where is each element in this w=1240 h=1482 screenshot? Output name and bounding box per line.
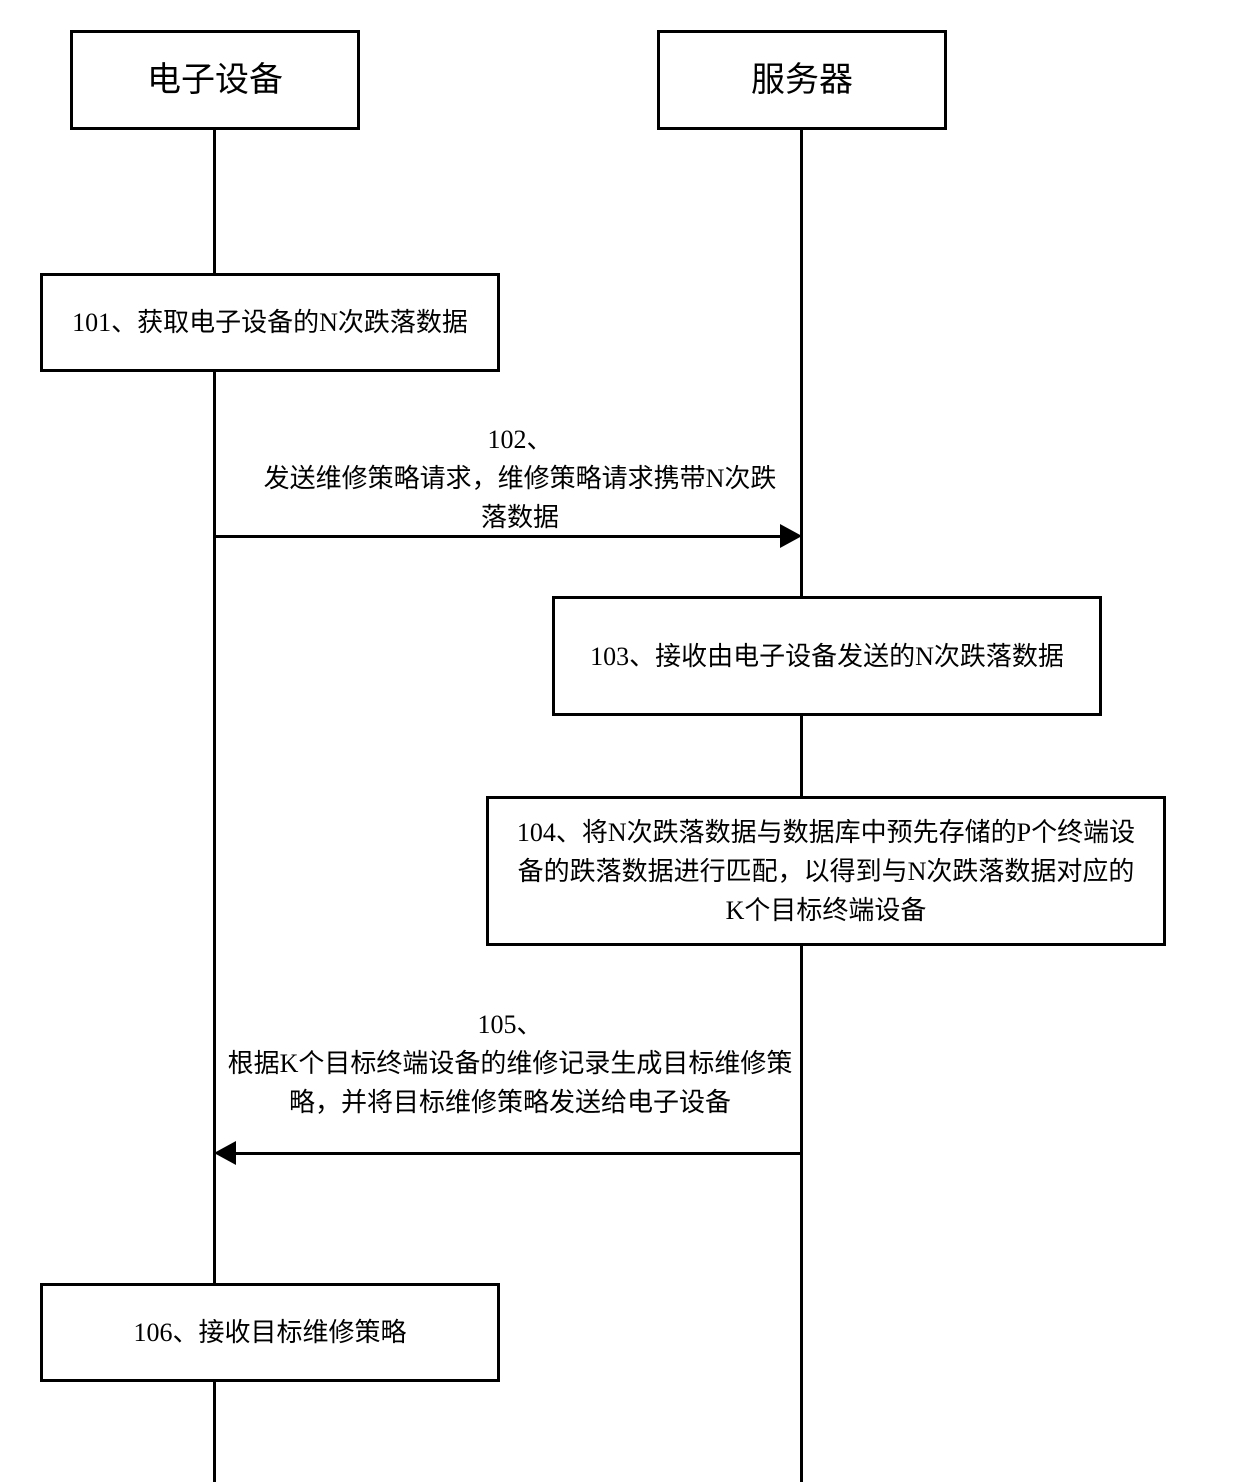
lifeline-device-seg3 — [213, 1382, 216, 1482]
step-102-label: 102、 发送维修策略请求，维修策略请求携带N次跌落数据 — [260, 420, 780, 537]
sequence-diagram: 电子设备 服务器 101、获取电子设备的N次跌落数据 102、 发送维修策略请求… — [0, 0, 1240, 1482]
step-105-prefix: 105、 — [477, 1010, 542, 1039]
step-104-text: 104、将N次跌落数据与数据库中预先存储的P个终端设备的跌落数据进行匹配，以得到… — [509, 813, 1143, 930]
participant-device: 电子设备 — [70, 30, 360, 130]
step-104-box: 104、将N次跌落数据与数据库中预先存储的P个终端设备的跌落数据进行匹配，以得到… — [486, 796, 1166, 946]
step-101-text: 101、获取电子设备的N次跌落数据 — [72, 303, 468, 342]
step-105-arrow-line — [235, 1152, 802, 1155]
step-101-box: 101、获取电子设备的N次跌落数据 — [40, 273, 500, 372]
step-106-text: 106、接收目标维修策略 — [133, 1313, 406, 1352]
participant-server: 服务器 — [657, 30, 947, 130]
step-105-text: 根据K个目标终端设备的维修记录生成目标维修策略，并将目标维修策略发送给电子设备 — [228, 1049, 793, 1117]
lifeline-server-seg2 — [800, 716, 803, 796]
lifeline-device-seg1 — [213, 130, 216, 273]
step-103-text: 103、接收由电子设备发送的N次跌落数据 — [590, 637, 1064, 676]
step-102-prefix: 102、 — [487, 425, 552, 454]
participant-server-label: 服务器 — [751, 55, 853, 106]
step-105-label: 105、 根据K个目标终端设备的维修记录生成目标维修策略，并将目标维修策略发送给… — [220, 1005, 800, 1122]
step-102-text: 发送维修策略请求，维修策略请求携带N次跌落数据 — [264, 464, 777, 532]
step-103-box: 103、接收由电子设备发送的N次跌落数据 — [552, 596, 1102, 716]
step-102-arrow-head — [780, 524, 802, 548]
step-106-box: 106、接收目标维修策略 — [40, 1283, 500, 1382]
lifeline-server-seg3 — [800, 946, 803, 1482]
participant-device-label: 电子设备 — [147, 55, 283, 106]
step-102-arrow-line — [215, 535, 782, 538]
step-105-arrow-head — [214, 1141, 236, 1165]
